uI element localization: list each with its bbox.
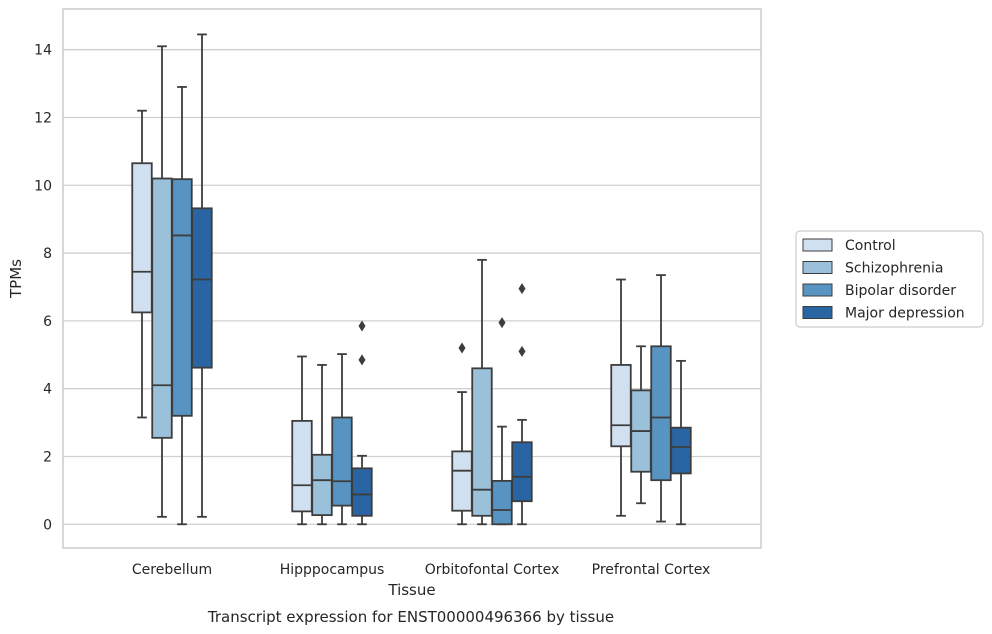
outlier-point xyxy=(458,342,466,354)
legend-label: Schizophrenia xyxy=(845,261,943,277)
x-axis-ticks: Cerebellum Hipppocampus Orbitofontal Corte… xyxy=(132,562,710,578)
box-control xyxy=(291,355,313,526)
y-tick-label: 6 xyxy=(43,314,52,330)
box-iqr xyxy=(331,416,353,507)
chart-title: Transcript expression for ENST0000049636… xyxy=(207,608,614,626)
box-iqr xyxy=(191,207,213,369)
legend-frame xyxy=(795,230,984,328)
legend-swatch xyxy=(802,306,833,319)
box-iqr xyxy=(471,367,493,517)
y-tick-label: 10 xyxy=(34,178,52,194)
box-iqr xyxy=(491,479,513,526)
box-bipolar-disorder xyxy=(491,317,513,526)
legend-swatch xyxy=(802,238,833,252)
box-iqr xyxy=(151,177,173,439)
y-tick-label: 0 xyxy=(43,517,52,533)
y-tick-label: 8 xyxy=(43,246,52,262)
legend: Control Schizophrenia Bipolar disorder Majo… xyxy=(795,230,984,328)
outlier-point xyxy=(518,345,526,357)
box-iqr xyxy=(351,467,373,517)
plot-area xyxy=(131,33,692,526)
plot-frame xyxy=(62,8,762,549)
box-iqr xyxy=(171,178,193,417)
box-major-depression xyxy=(511,283,533,526)
box-schizophrenia xyxy=(471,258,493,526)
x-tick-label: Prefrontal Cortex xyxy=(592,562,711,578)
box-iqr xyxy=(291,419,313,513)
x-tick-label: Cerebellum xyxy=(132,562,212,578)
y-axis-ticks: 0 2 4 6 8 10 12 14 xyxy=(34,43,52,534)
box-major-depression xyxy=(351,320,373,526)
box-iqr xyxy=(670,426,692,475)
box-bipolar-disorder xyxy=(171,86,193,526)
outlier-point xyxy=(518,283,526,295)
x-tick-label: Hipppocampus xyxy=(280,562,385,578)
y-tick-label: 12 xyxy=(34,110,52,126)
box-iqr xyxy=(511,441,533,503)
y-tick-label: 4 xyxy=(43,382,52,398)
legend-label: Control xyxy=(845,238,896,254)
box-major-depression xyxy=(670,359,692,526)
legend-label: Major depression xyxy=(845,306,965,322)
box-bipolar-disorder xyxy=(650,274,672,523)
box-iqr xyxy=(451,450,473,512)
outlier-point xyxy=(498,317,506,329)
y-tick-label: 14 xyxy=(34,43,52,59)
outlier-point xyxy=(358,320,366,332)
y-tick-label: 2 xyxy=(43,449,52,465)
outlier-point xyxy=(358,354,366,366)
legend-swatch xyxy=(802,283,833,297)
x-tick-label: Orbitofontal Cortex xyxy=(425,562,560,578)
y-axis-label: TPMs xyxy=(7,259,25,299)
box-control xyxy=(131,109,153,419)
box-iqr xyxy=(311,453,333,517)
box-bipolar-disorder xyxy=(331,353,353,526)
box-control xyxy=(451,342,473,526)
box-control xyxy=(610,278,632,517)
x-axis-label: Tissue xyxy=(387,581,435,599)
box-schizophrenia xyxy=(151,45,173,518)
box-iqr xyxy=(131,162,153,314)
legend-label: Bipolar disorder xyxy=(845,283,956,299)
box-schizophrenia xyxy=(630,345,652,505)
box-iqr xyxy=(650,345,672,482)
box-iqr xyxy=(610,364,632,448)
legend-swatch xyxy=(802,261,833,274)
box-major-depression xyxy=(191,33,213,518)
